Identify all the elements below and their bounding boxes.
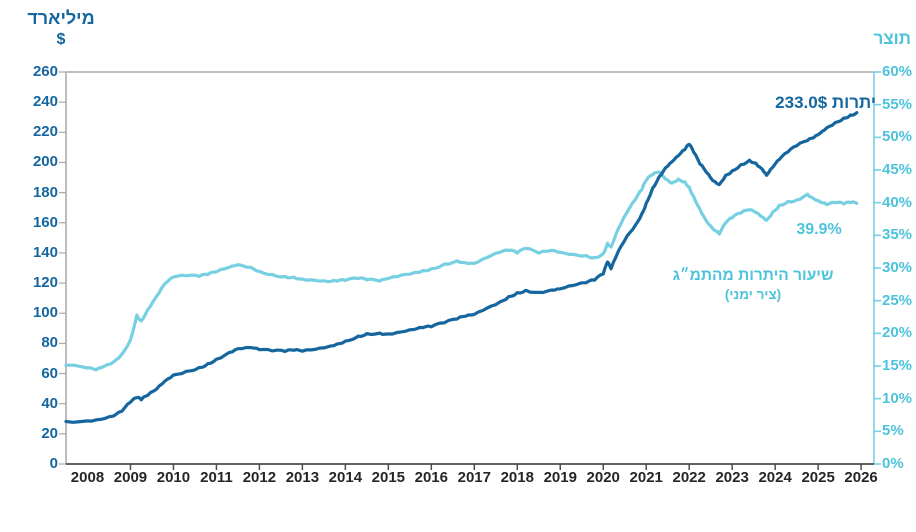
left-axis-tick-label: 240 — [32, 93, 58, 111]
ratio-end-value: 39.9% — [796, 221, 842, 238]
x-axis-year-label: 2025 — [801, 469, 835, 486]
right-axis-tick-label: 35% — [882, 226, 913, 244]
right-axis-tick-label: 25% — [882, 291, 913, 309]
x-axis-year-label: 2019 — [543, 469, 577, 486]
x-axis-year-label: 2017 — [457, 469, 491, 486]
x-axis-year-label: 2010 — [156, 469, 191, 486]
x-axis-year-label: 2012 — [242, 469, 277, 486]
left-axis-tick-label: 120 — [32, 274, 58, 292]
right-axis-tick-label: 30% — [882, 259, 913, 276]
left-axis-tick-label: 60 — [41, 364, 58, 382]
right-axis-tick-label: 40% — [882, 193, 913, 211]
x-axis-year-label: 2024 — [758, 469, 792, 486]
ratio-series-label-title: שיעור היתרות מהתמ״ג — [672, 267, 834, 284]
reserves-line — [64, 111, 859, 424]
right-axis-tick-label: 0% — [882, 455, 904, 472]
left-axis-tick-label: 80 — [41, 334, 58, 352]
left-axis-title: מיליארד $ — [26, 8, 96, 50]
left-axis-title-dollar: $ — [56, 31, 66, 48]
x-axis-year-label: 2013 — [285, 469, 320, 486]
left-axis-tick-label: 260 — [32, 63, 58, 80]
x-axis-year-label: 2014 — [328, 469, 363, 486]
right-axis-tick-label: 10% — [882, 389, 913, 407]
right-axis-tick-label: 45% — [882, 161, 913, 178]
right-axis-tick-label: 55% — [882, 95, 913, 113]
x-axis-year-label: 2020 — [586, 469, 620, 486]
x-axis-year-label: 2011 — [200, 469, 233, 486]
x-axis-year-label: 2023 — [715, 469, 749, 486]
ratio-series-label-axis-note: (ציר ימני) — [724, 287, 782, 302]
left-axis-tick-label: 140 — [32, 243, 58, 261]
x-axis-year-label: 2015 — [371, 469, 406, 486]
left-axis-tick-label: 200 — [32, 153, 58, 171]
right-axis-tick-label: 20% — [882, 324, 913, 342]
right-axis-tick-label: 60% — [882, 63, 913, 80]
right-axis-tick-label: 50% — [882, 128, 913, 146]
right-axis-title-gdp: תוצר — [873, 29, 911, 48]
ratio-line — [64, 170, 859, 372]
right-axis-tick-label: 15% — [882, 357, 913, 374]
left-axis-tick-label: 20 — [41, 424, 58, 442]
x-axis-year-label: 2026 — [844, 469, 878, 486]
x-axis-year-label: 2016 — [414, 469, 448, 486]
x-axis-year-label: 2018 — [500, 469, 534, 486]
left-axis-tick-label: 0 — [49, 455, 58, 472]
left-axis-tick-label: 180 — [32, 183, 58, 201]
left-axis-tick-label: 160 — [32, 213, 58, 231]
x-axis-year-label: 2022 — [672, 469, 706, 486]
right-axis-tick-label: 5% — [882, 422, 904, 440]
left-axis-tick-label: 40 — [41, 394, 58, 412]
x-axis-year-label: 2021 — [629, 469, 663, 486]
x-axis-year-label: 2008 — [70, 469, 105, 486]
ratio-series-label: שיעור היתרות מהתמ״ג (ציר ימני) — [633, 266, 873, 304]
left-axis-tick-label: 100 — [32, 304, 58, 322]
x-axis-year-label: 2009 — [113, 469, 148, 486]
left-axis-title-billions: מיליארד — [27, 8, 95, 28]
reserves-end-label: יתרות 233.0$ — [775, 93, 876, 112]
left-axis-tick-label: 220 — [32, 123, 58, 141]
